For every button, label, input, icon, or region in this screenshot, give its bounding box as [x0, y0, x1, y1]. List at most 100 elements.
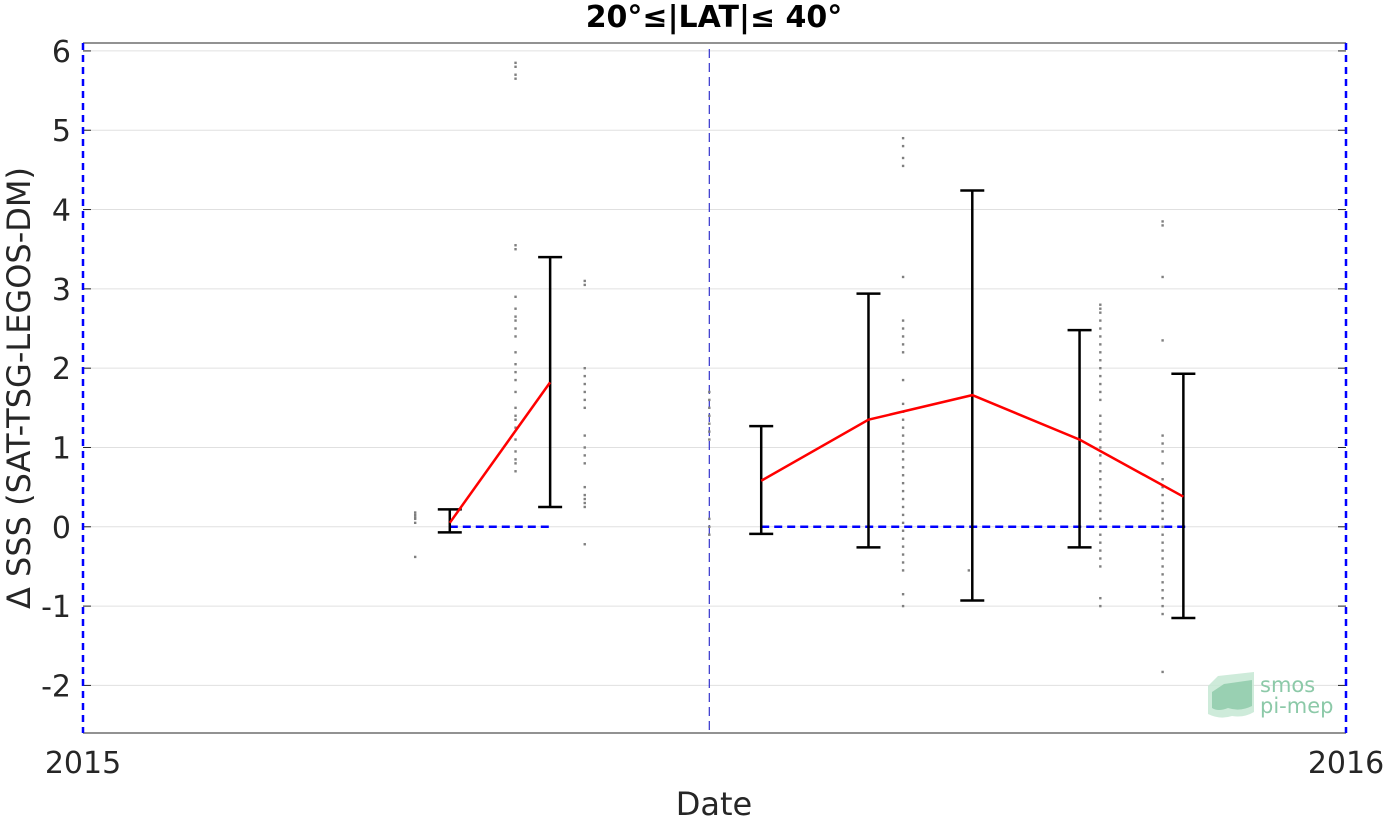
data-point: [514, 390, 517, 394]
data-point: [901, 561, 905, 564]
data-point: [514, 65, 517, 68]
data-point: [1161, 549, 1164, 552]
data-point: [1161, 339, 1164, 342]
data-point: [1161, 485, 1164, 489]
axes-frame: [81, 42, 1348, 734]
data-point: [708, 430, 711, 433]
data-point: [1161, 525, 1164, 528]
data-point: [1099, 422, 1102, 425]
mean-line-series: [448, 381, 552, 524]
data-point: [583, 462, 586, 465]
tick-labels: 6 5 4 3 2 1 0 -1 -2 2015 2016: [41, 35, 1384, 781]
data-point: [514, 426, 517, 429]
data-point: [1099, 307, 1102, 310]
data-point: [901, 497, 905, 501]
data-point: [1099, 366, 1102, 370]
data-point: [1099, 517, 1102, 521]
y-axis-title: Δ SSS (SAT-TSG-LEGOS-DM): [0, 167, 38, 609]
data-point: [967, 569, 971, 572]
data-point: [1099, 390, 1102, 394]
data-point: [1161, 541, 1164, 544]
data-point: [514, 327, 517, 330]
data-point: [583, 434, 586, 437]
data-point: [514, 307, 517, 310]
data-point: [1099, 549, 1102, 552]
data-point: [514, 414, 517, 417]
data-point: [514, 351, 517, 354]
data-point: [1161, 478, 1164, 481]
data-point: [1161, 224, 1164, 227]
data-point: [583, 374, 586, 378]
data-point: [1161, 493, 1164, 497]
smos-pi-mep-logo: smos pi-mep: [1208, 672, 1333, 718]
data-point: [901, 466, 905, 469]
data-point: [583, 497, 586, 501]
mean-lines: [448, 381, 1185, 524]
data-point: [514, 470, 517, 473]
data-points: [413, 61, 1164, 674]
data-point: [1161, 533, 1164, 536]
data-point: [514, 370, 517, 374]
data-point: [1099, 501, 1102, 505]
data-point: [1099, 343, 1102, 346]
data-point: [583, 454, 586, 457]
x-tick-label: 2016: [1308, 746, 1384, 781]
data-point: [1099, 374, 1102, 378]
data-point: [901, 489, 905, 493]
data-point: [901, 481, 905, 485]
data-point: [1099, 438, 1102, 441]
data-point: [514, 73, 517, 76]
data-point: [901, 136, 905, 140]
data-point: [1161, 589, 1164, 592]
logo-wave-shape-front: [1212, 680, 1252, 710]
data-point: [1099, 478, 1102, 481]
y-tick-label: 1: [52, 431, 71, 466]
data-point: [901, 418, 905, 421]
data-point: [583, 390, 586, 394]
data-point: [901, 529, 905, 532]
data-point: [1099, 359, 1102, 362]
data-point: [514, 378, 517, 382]
data-point: [901, 426, 905, 429]
data-point: [413, 511, 417, 514]
data-point: [708, 422, 711, 425]
y-tick-label: 4: [52, 194, 71, 229]
data-point: [583, 366, 586, 370]
data-point: [1161, 442, 1164, 445]
data-point: [1099, 541, 1102, 544]
data-point: [1099, 604, 1102, 608]
data-point: [514, 438, 517, 441]
y-tick-label: -2: [41, 669, 71, 704]
data-point: [514, 244, 517, 247]
data-point: [901, 343, 905, 346]
data-point: [1099, 509, 1102, 513]
data-point: [413, 513, 417, 517]
y-tick-label: 6: [52, 35, 71, 70]
data-point: [1161, 450, 1164, 453]
x-tick-label: 2015: [45, 746, 121, 781]
data-point: [514, 295, 517, 298]
data-point: [901, 434, 905, 437]
data-point: [514, 450, 517, 453]
data-point: [1099, 430, 1102, 433]
data-point: [901, 164, 905, 168]
data-point: [901, 378, 905, 382]
data-point: [514, 335, 517, 338]
data-point: [901, 319, 905, 322]
data-point: [901, 593, 905, 596]
data-point: [1099, 596, 1102, 600]
y-tick-label: 3: [52, 273, 71, 308]
data-point: [1161, 220, 1164, 223]
data-point: [1161, 462, 1164, 465]
data-point: [901, 553, 905, 556]
data-point: [1161, 501, 1164, 505]
data-point: [583, 446, 586, 449]
data-point: [413, 516, 417, 519]
data-point: [901, 402, 905, 406]
data-point: [901, 505, 905, 509]
data-point: [514, 462, 517, 465]
data-point: [1161, 517, 1164, 521]
data-point: [708, 398, 711, 402]
data-point: [1161, 434, 1164, 437]
data-point: [1161, 670, 1164, 674]
